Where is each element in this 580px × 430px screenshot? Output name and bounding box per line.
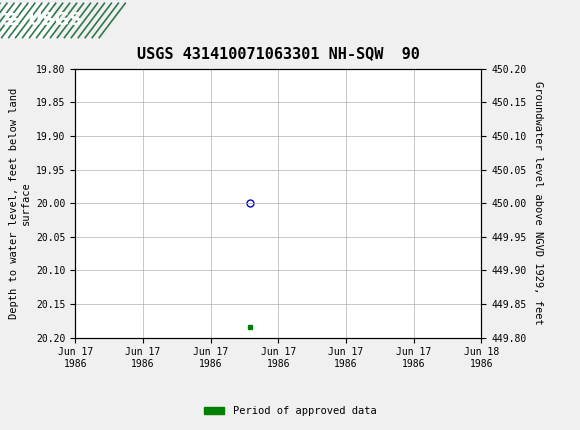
Y-axis label: Groundwater level above NGVD 1929, feet: Groundwater level above NGVD 1929, feet <box>533 81 543 325</box>
Title: USGS 431410071063301 NH-SQW  90: USGS 431410071063301 NH-SQW 90 <box>137 46 420 61</box>
Legend: Period of approved data: Period of approved data <box>200 402 380 421</box>
Text: USGS: USGS <box>28 12 83 29</box>
Bar <box>2 3 54 37</box>
Y-axis label: Depth to water level, feet below land
surface: Depth to water level, feet below land su… <box>9 88 31 319</box>
Text: ≡: ≡ <box>2 10 20 31</box>
